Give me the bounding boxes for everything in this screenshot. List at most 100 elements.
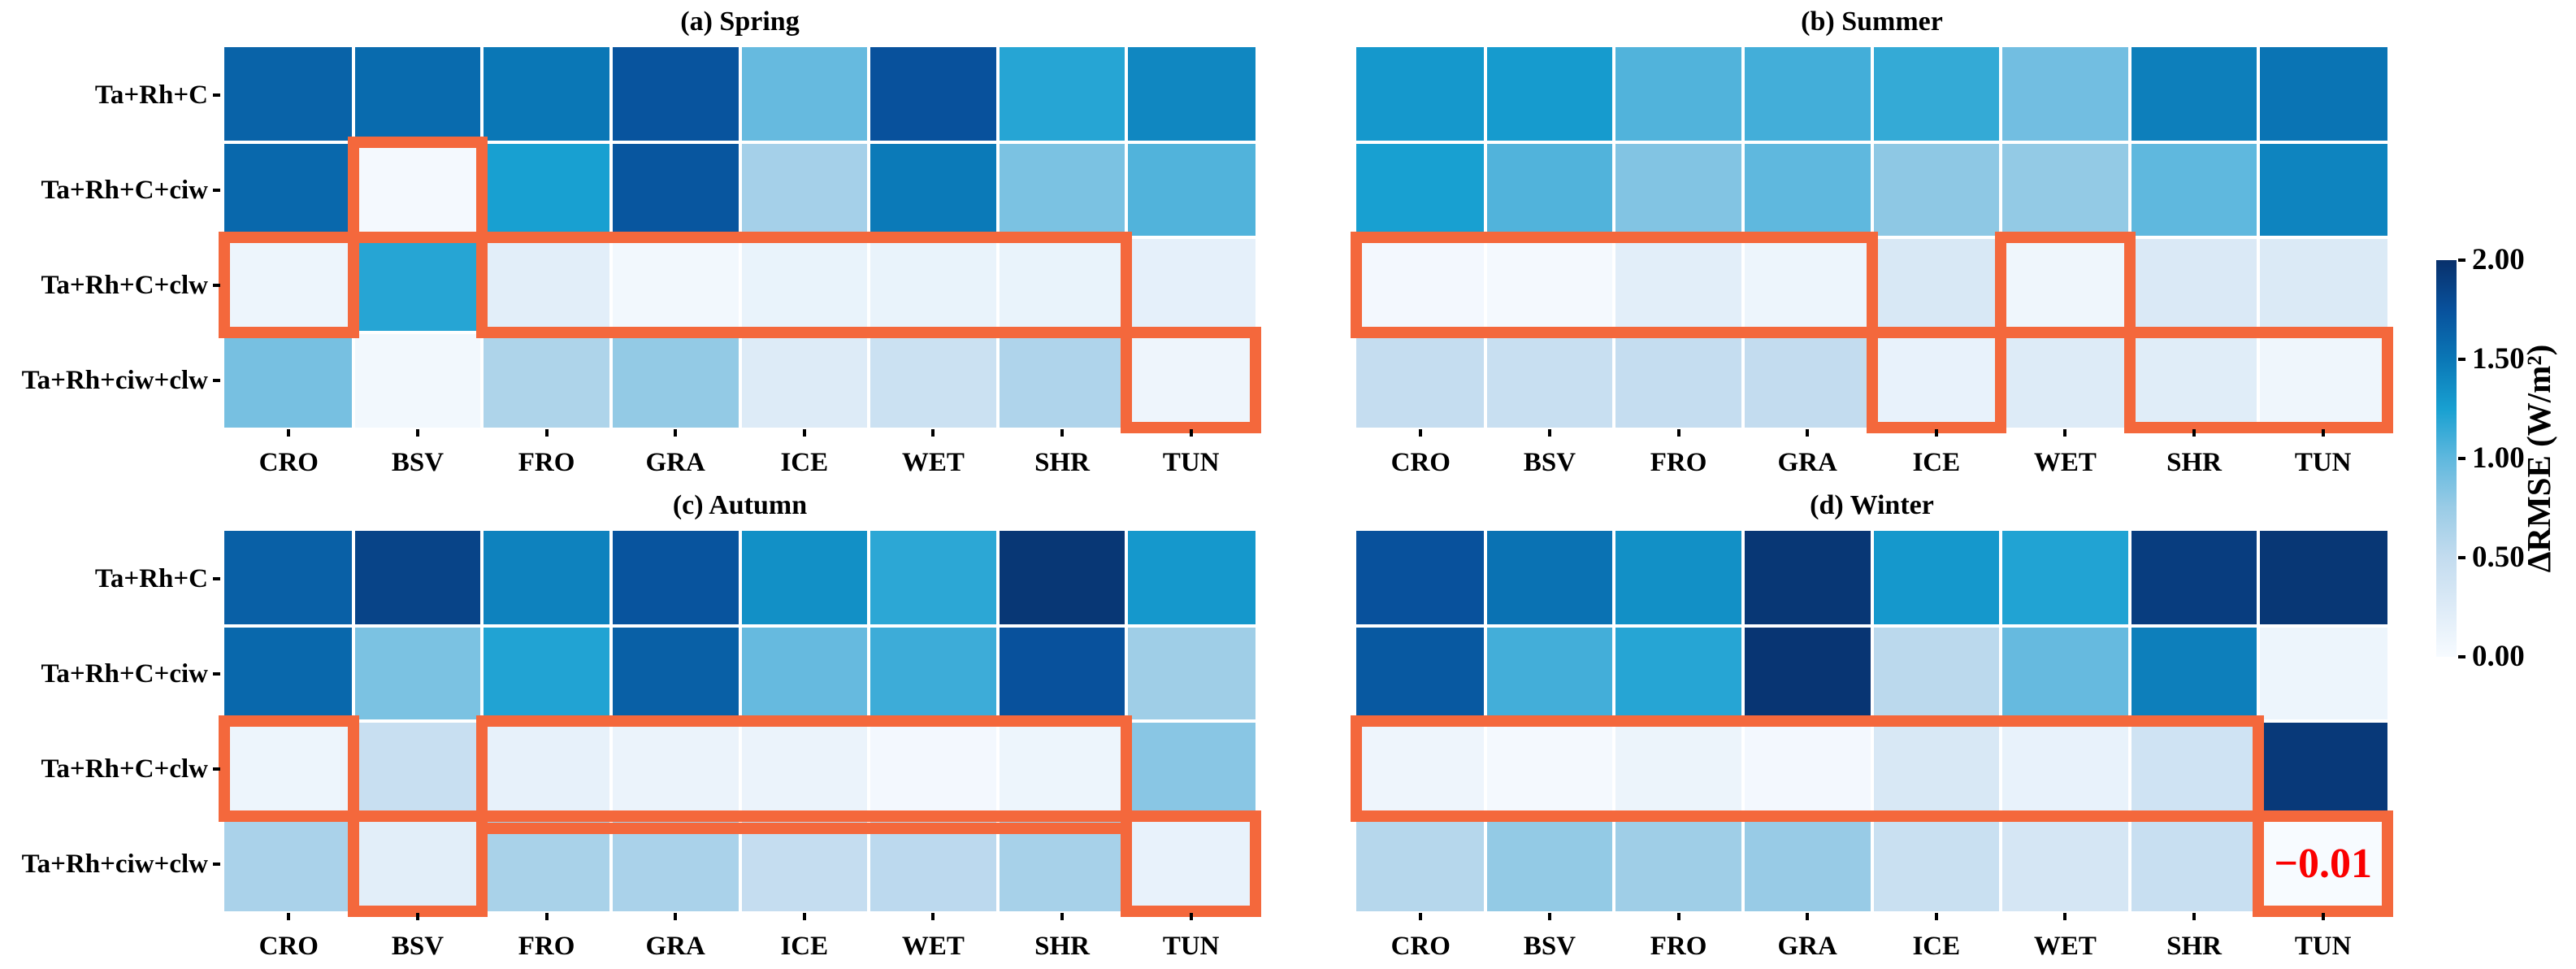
cell-a-TaRhciwclw-GRA [612, 334, 739, 428]
cell-a-TaRhCciw-SHR [999, 144, 1125, 236]
cell-c-TaRhC-FRO [484, 531, 609, 624]
col-tick-c-3 [674, 913, 678, 920]
cell-a-TaRhCciw-GRA [612, 144, 739, 236]
col-tick-b-0 [1419, 429, 1423, 437]
cell-d-TaRhCclw-TUN [2260, 723, 2387, 815]
cell-a-TaRhC-CRO [224, 47, 352, 141]
cell-c-TaRhC-WET [870, 531, 996, 624]
col-tick-a-0 [287, 429, 291, 437]
cell-d-TaRhCciw-TUN [2260, 628, 2387, 719]
row-tick-c-3 [213, 862, 220, 866]
cell-b-TaRhC-BSV [1486, 47, 1613, 141]
row-tick-c-0 [213, 576, 220, 580]
cell-b-TaRhciwclw-WET [2002, 334, 2128, 428]
col-label-d-FRO: FRO [1650, 932, 1707, 961]
cell-d-TaRhCciw-BSV [1486, 628, 1613, 719]
row-tick-a-1 [213, 188, 220, 192]
cell-b-TaRhCclw-BSV [1486, 239, 1613, 331]
row-label-c-TaRhCciw: Ta+Rh+C+ciw [41, 658, 208, 689]
highlight-box-b-0 [1351, 232, 1878, 338]
panel-title-a: (a) Spring [680, 7, 800, 37]
cell-d-TaRhC-WET [2002, 531, 2128, 624]
colorbar-tick-0 [2458, 259, 2465, 262]
cell-d-TaRhCciw-SHR [2131, 628, 2257, 719]
col-label-a-FRO: FRO [518, 448, 575, 477]
row-label-c-TaRhC: Ta+Rh+C [94, 563, 208, 593]
cell-d-TaRhCciw-CRO [1356, 628, 1484, 719]
cell-a-TaRhCclw-WET [870, 239, 996, 331]
cell-b-TaRhCciw-ICE [1873, 144, 2000, 236]
row-tick-a-0 [213, 93, 220, 97]
col-label-d-TUN: TUN [2294, 932, 2352, 961]
cell-c-TaRhCciw-FRO [484, 628, 609, 719]
col-tick-b-5 [2063, 429, 2067, 437]
col-label-c-TUN: TUN [1162, 932, 1220, 961]
col-tick-c-1 [415, 913, 419, 920]
cell-a-TaRhCciw-WET [870, 144, 996, 236]
col-label-b-SHR: SHR [2166, 448, 2222, 477]
col-tick-d-1 [1547, 913, 1551, 920]
cell-a-TaRhCclw-BSV [354, 239, 481, 331]
cell-a-TaRhCciw-TUN [1128, 144, 1255, 236]
cell-d-TaRhCclw-CRO [1356, 723, 1484, 815]
cell-b-TaRhCciw-CRO [1356, 144, 1484, 236]
cell-a-TaRhC-WET [870, 47, 996, 141]
cell-b-TaRhCciw-TUN [2260, 144, 2387, 236]
cell-b-TaRhCciw-WET [2002, 144, 2128, 236]
highlight-box-b-2 [1995, 232, 2136, 338]
annotation-value-d: −0.01 [2274, 841, 2372, 887]
highlight-box-a-3 [1121, 327, 1261, 433]
colorbar-axis-label: ΔRMSE (W/m²) [2520, 344, 2557, 573]
cell-a-TaRhCciw-BSV [354, 144, 481, 236]
row-tick-a-3 [213, 378, 220, 382]
cell-b-TaRhC-FRO [1615, 47, 1741, 141]
cell-c-TaRhciwclw-BSV [354, 818, 481, 911]
col-tick-b-7 [2321, 429, 2325, 437]
cell-a-TaRhCclw-TUN [1128, 239, 1255, 331]
col-label-c-FRO: FRO [518, 932, 575, 961]
highlight-box-d-0 [1351, 715, 2265, 822]
col-tick-a-4 [802, 429, 806, 437]
col-tick-c-7 [1189, 913, 1193, 920]
col-tick-a-1 [415, 429, 419, 437]
colorbar-tick-1 [2458, 358, 2465, 361]
cell-b-TaRhciwclw-SHR [2131, 334, 2257, 428]
cell-b-TaRhciwclw-ICE [1873, 334, 2000, 428]
col-tick-b-4 [1934, 429, 1938, 437]
row-label-a-TaRhCclw: Ta+Rh+C+clw [41, 270, 208, 300]
row-label-c-TaRhCclw: Ta+Rh+C+clw [41, 754, 208, 784]
colorbar-tick-4 [2458, 655, 2465, 658]
highlight-box-a-1 [347, 137, 488, 243]
col-tick-c-4 [802, 913, 806, 920]
cell-d-TaRhciwclw-FRO [1615, 818, 1741, 911]
cell-a-TaRhCciw-FRO [484, 144, 609, 236]
cell-d-TaRhC-BSV [1486, 531, 1613, 624]
cell-a-TaRhCclw-GRA [612, 239, 739, 331]
col-label-a-CRO: CRO [258, 448, 319, 477]
col-tick-a-2 [544, 429, 549, 437]
col-tick-c-5 [931, 913, 935, 920]
cell-c-TaRhCclw-CRO [224, 723, 352, 815]
cell-c-TaRhC-TUN [1128, 531, 1255, 624]
row-label-a-TaRhC: Ta+Rh+C [94, 80, 208, 110]
cell-c-TaRhC-SHR [999, 531, 1125, 624]
cell-a-TaRhC-GRA [612, 47, 739, 141]
cell-c-TaRhciwclw-TUN [1128, 818, 1255, 911]
cell-c-TaRhCclw-SHR [999, 723, 1125, 815]
col-tick-a-6 [1060, 429, 1065, 437]
cell-b-TaRhC-TUN [2260, 47, 2387, 141]
cell-a-TaRhCclw-ICE [741, 239, 868, 331]
cell-c-TaRhC-GRA [612, 531, 739, 624]
cell-a-TaRhciwclw-WET [870, 334, 996, 428]
cell-a-TaRhC-TUN [1128, 47, 1255, 141]
cell-c-TaRhCciw-WET [870, 628, 996, 719]
highlight-box-d-1 [2253, 810, 2393, 917]
cell-b-TaRhC-GRA [1744, 47, 1871, 141]
cell-d-TaRhCciw-WET [2002, 628, 2128, 719]
colorbar-tick-2 [2458, 457, 2465, 460]
col-tick-a-7 [1189, 429, 1193, 437]
cell-c-TaRhCclw-TUN [1128, 723, 1255, 815]
col-label-c-BSV: BSV [391, 932, 445, 961]
cell-a-TaRhciwclw-ICE [741, 334, 868, 428]
